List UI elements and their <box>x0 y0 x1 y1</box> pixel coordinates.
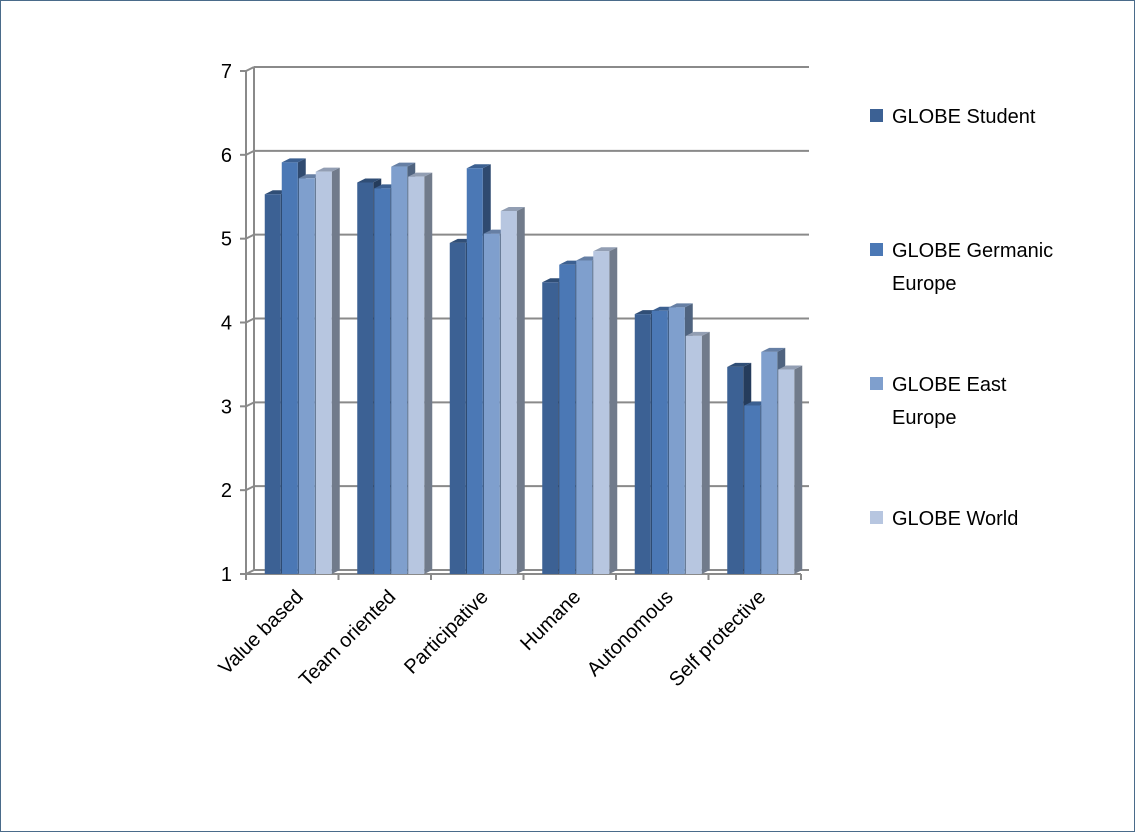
legend-entry: GLOBE World <box>870 508 1018 530</box>
bar-top <box>500 207 525 212</box>
bar-front <box>744 405 761 574</box>
bar-side <box>609 247 618 574</box>
legend-entry: GLOBE Germanic Europe <box>870 240 1053 295</box>
x-tick-label: Humane <box>516 586 585 655</box>
bar-front <box>466 168 483 574</box>
bar-front <box>281 162 298 574</box>
bar-side <box>794 365 803 574</box>
gridline-depth <box>245 66 255 72</box>
bar-front <box>761 351 778 574</box>
bar-front <box>298 178 315 574</box>
bar-top <box>408 172 433 177</box>
gridlines <box>245 66 809 575</box>
legend-label: GLOBE Germanic Europe <box>892 240 1053 295</box>
axes <box>240 67 802 580</box>
bar <box>408 172 433 574</box>
bar <box>685 331 710 574</box>
bar-front <box>778 369 795 574</box>
legend-swatch <box>870 243 883 256</box>
bar <box>593 247 618 574</box>
legend-entry: GLOBE Student <box>870 106 1036 128</box>
x-tick-label: Self protective <box>665 586 770 691</box>
legend: GLOBE Student GLOBE Germanic Europe GLOBE E… <box>870 106 1053 530</box>
bar-front <box>634 314 651 574</box>
y-tick-label: 7 <box>221 61 232 83</box>
bar-side <box>701 331 710 574</box>
bar-front <box>483 233 500 575</box>
bar-side <box>331 167 340 574</box>
bar-front <box>374 188 391 574</box>
bar-front <box>593 251 610 574</box>
legend-label: GLOBE Student <box>892 106 1036 128</box>
bar-front <box>500 211 517 575</box>
legend-swatch <box>870 511 883 524</box>
gridline-depth <box>245 149 255 156</box>
bar-top <box>466 164 491 169</box>
gridline-depth <box>245 485 255 492</box>
bar-top <box>668 303 693 308</box>
x-tick-label: Value based <box>215 586 308 679</box>
bar-front <box>391 166 408 574</box>
bar-front <box>315 171 332 574</box>
legend-swatch <box>870 377 883 390</box>
legend-entry: GLOBE East Europe <box>870 374 1007 429</box>
bar-front <box>576 260 593 574</box>
bar-top <box>391 162 416 167</box>
bar-front <box>559 264 576 574</box>
y-tick-label: 2 <box>221 480 232 502</box>
bar <box>315 167 340 574</box>
gridline-depth <box>245 317 255 324</box>
bar-top <box>357 178 382 183</box>
y-tick-label: 5 <box>221 229 232 251</box>
bar-front <box>727 366 744 574</box>
y-tick-label: 4 <box>221 313 232 335</box>
gridline-depth <box>245 233 255 240</box>
bar-front <box>408 176 425 574</box>
x-tick-label: Participative <box>400 586 493 679</box>
y-tick-label: 3 <box>221 396 232 418</box>
bar-front <box>542 282 559 574</box>
x-tick-label: Autonomous <box>583 586 678 681</box>
legend-swatch <box>870 109 883 122</box>
gridline-depth <box>245 401 255 408</box>
bar-side <box>516 207 525 575</box>
bar <box>778 365 803 574</box>
bar <box>500 207 525 575</box>
bar-top <box>761 347 786 352</box>
bar-top <box>593 247 618 252</box>
legend-label: GLOBE East Europe <box>892 374 1007 429</box>
bar-top <box>315 167 340 172</box>
bar-side <box>424 172 433 574</box>
y-tick-label: 1 <box>221 564 232 586</box>
bar-front <box>651 310 668 574</box>
bar-top <box>727 362 752 367</box>
bar-top <box>281 158 306 163</box>
bar-front <box>449 242 466 574</box>
bar-top <box>778 365 803 370</box>
legend-label: GLOBE World <box>892 508 1018 530</box>
bars <box>264 158 803 575</box>
x-tick-label: Team oriented <box>295 586 400 691</box>
bar-front <box>264 194 281 575</box>
y-tick-label: 6 <box>221 145 232 167</box>
bar-top <box>685 331 710 336</box>
bar-front <box>668 307 685 574</box>
bar-front <box>685 335 702 574</box>
bar-front <box>357 182 374 574</box>
